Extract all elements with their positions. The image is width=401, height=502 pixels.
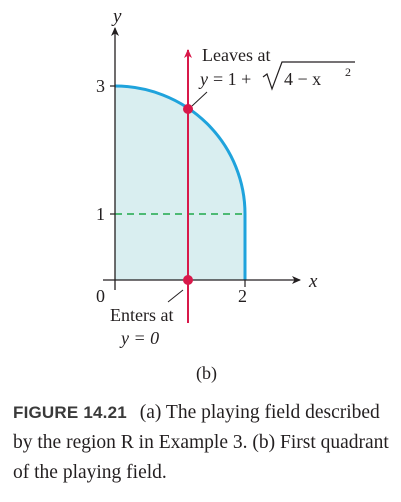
sqrt-sign	[262, 61, 355, 91]
caption-label: FIGURE 14.21	[13, 403, 127, 422]
caption-text: (a) The playing field described by the r…	[13, 402, 389, 483]
leaves-label-y: y	[198, 69, 208, 89]
y-axis-label: y	[111, 6, 122, 27]
tick-label-y3: 3	[96, 76, 105, 96]
leave-point	[183, 104, 193, 114]
enters-label-line1: Enters at	[110, 305, 173, 325]
leaves-sup: 2	[345, 65, 351, 79]
leaves-leader	[191, 91, 208, 107]
enters-leader	[167, 289, 184, 303]
region-boundary	[114, 84, 247, 280]
region-r	[115, 86, 245, 280]
leaves-label-line1: Leaves at	[202, 45, 270, 65]
tick-label-x2: 2	[238, 286, 247, 306]
figure-caption: FIGURE 14.21 (a) The playing field descr…	[13, 398, 393, 488]
panel-label: (b)	[196, 363, 217, 384]
enters-label-line2: y = 0	[119, 328, 159, 348]
leaves-sqrt-arg: 4 − x	[284, 69, 321, 89]
tick-label-y1: 1	[96, 204, 105, 224]
enter-point	[183, 275, 193, 285]
origin-label: 0	[96, 286, 105, 306]
x-axis-label: x	[308, 271, 318, 292]
leaves-label-eq: = 1 +	[213, 69, 251, 89]
figure-diagram: y x 3 1 0 2 Leaves at y = 1 + 4 − x 2 En…	[96, 6, 355, 384]
